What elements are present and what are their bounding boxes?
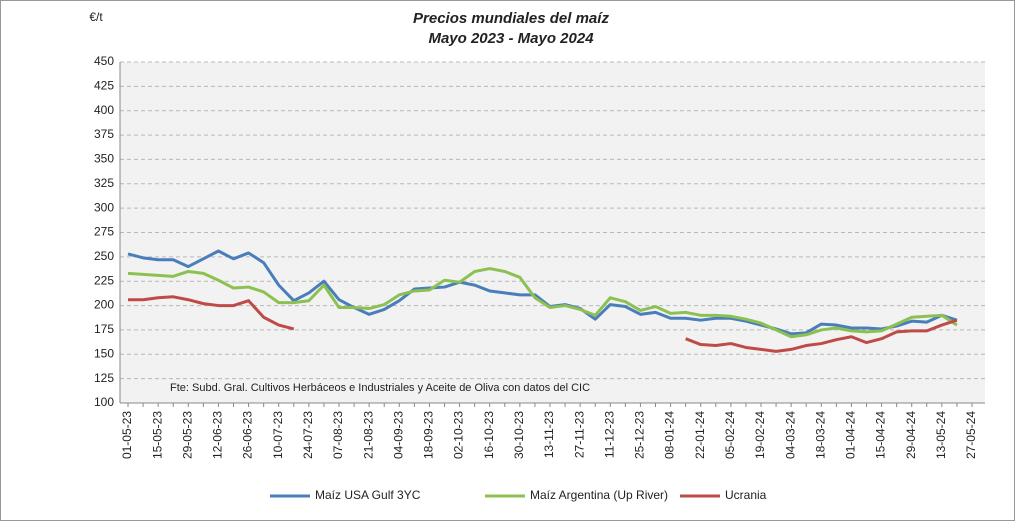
y-tick-label: 350	[94, 152, 114, 166]
x-tick-label: 01-04-24	[844, 411, 858, 459]
x-tick-label: 21-08-23	[361, 411, 375, 459]
series-line	[127, 249, 958, 336]
x-tick-label: 22-01-24	[693, 411, 707, 459]
y-tick-label: 325	[94, 176, 114, 190]
x-tick-label: 12-06-23	[211, 411, 225, 459]
y-tick-label: 150	[94, 346, 114, 360]
x-tick-label: 02-10-23	[452, 411, 466, 459]
x-tick-label: 25-12-23	[633, 411, 647, 459]
y-tick-label: 450	[94, 54, 114, 68]
legend-label: Ucrania	[725, 488, 767, 502]
x-tick-label: 30-10-23	[512, 411, 526, 459]
x-tick-label: 27-11-23	[572, 411, 586, 458]
x-tick-label: 13-05-24	[934, 411, 948, 459]
y-tick-label: 425	[94, 79, 114, 93]
x-tick-label: 10-07-23	[271, 411, 285, 459]
x-tick-label: 26-06-23	[241, 411, 255, 459]
chart-title: Precios mundiales del maíz	[413, 10, 609, 27]
source-note: Fte: Subd. Gral. Cultivos Herbáceos e In…	[170, 382, 590, 394]
x-tick-label: 18-09-23	[422, 411, 436, 459]
chart-subtitle: Mayo 2023 - Mayo 2024	[428, 30, 594, 47]
x-tick-label: 15-04-24	[874, 411, 888, 459]
x-tick-label: 11-12-23	[602, 411, 616, 458]
y-tick-label: 125	[94, 371, 114, 385]
x-tick-label: 18-03-24	[813, 411, 827, 459]
y-tick-label: 200	[94, 298, 114, 312]
x-tick-label: 01-05-23	[120, 411, 134, 459]
x-tick-label: 08-01-24	[663, 411, 677, 459]
x-tick-label: 05-02-24	[723, 411, 737, 459]
y-tick-label: 175	[94, 322, 114, 336]
y-tick-label: 275	[94, 225, 114, 239]
x-tick-label: 19-02-24	[753, 411, 767, 459]
x-tick-label: 07-08-23	[331, 411, 345, 459]
y-tick-label: 100	[94, 395, 114, 409]
x-tick-label: 15-05-23	[150, 411, 164, 459]
plot-area	[120, 62, 985, 403]
legend-label: Maíz Argentina (Up River)	[530, 488, 668, 502]
x-tick-label: 24-07-23	[301, 411, 315, 459]
x-tick-label: 04-03-24	[783, 411, 797, 459]
y-tick-label: 375	[94, 127, 114, 141]
x-tick-label: 04-09-23	[391, 411, 405, 459]
x-tick-label: 13-11-23	[542, 411, 556, 458]
series-line	[128, 295, 958, 353]
y-tick-label: 250	[94, 249, 114, 263]
x-tick-label: 27-05-24	[964, 411, 978, 459]
y-axis-label: €/t	[89, 10, 103, 24]
y-tick-label: 225	[94, 273, 114, 287]
legend-label: Maíz USA Gulf 3YC	[315, 488, 421, 502]
x-tick-label: 29-04-24	[904, 411, 918, 459]
series-line	[127, 267, 958, 339]
y-tick-label: 300	[94, 200, 114, 214]
x-tick-label: 29-05-23	[180, 411, 194, 459]
x-tick-label: 16-10-23	[482, 411, 496, 459]
y-tick-label: 400	[94, 103, 114, 117]
